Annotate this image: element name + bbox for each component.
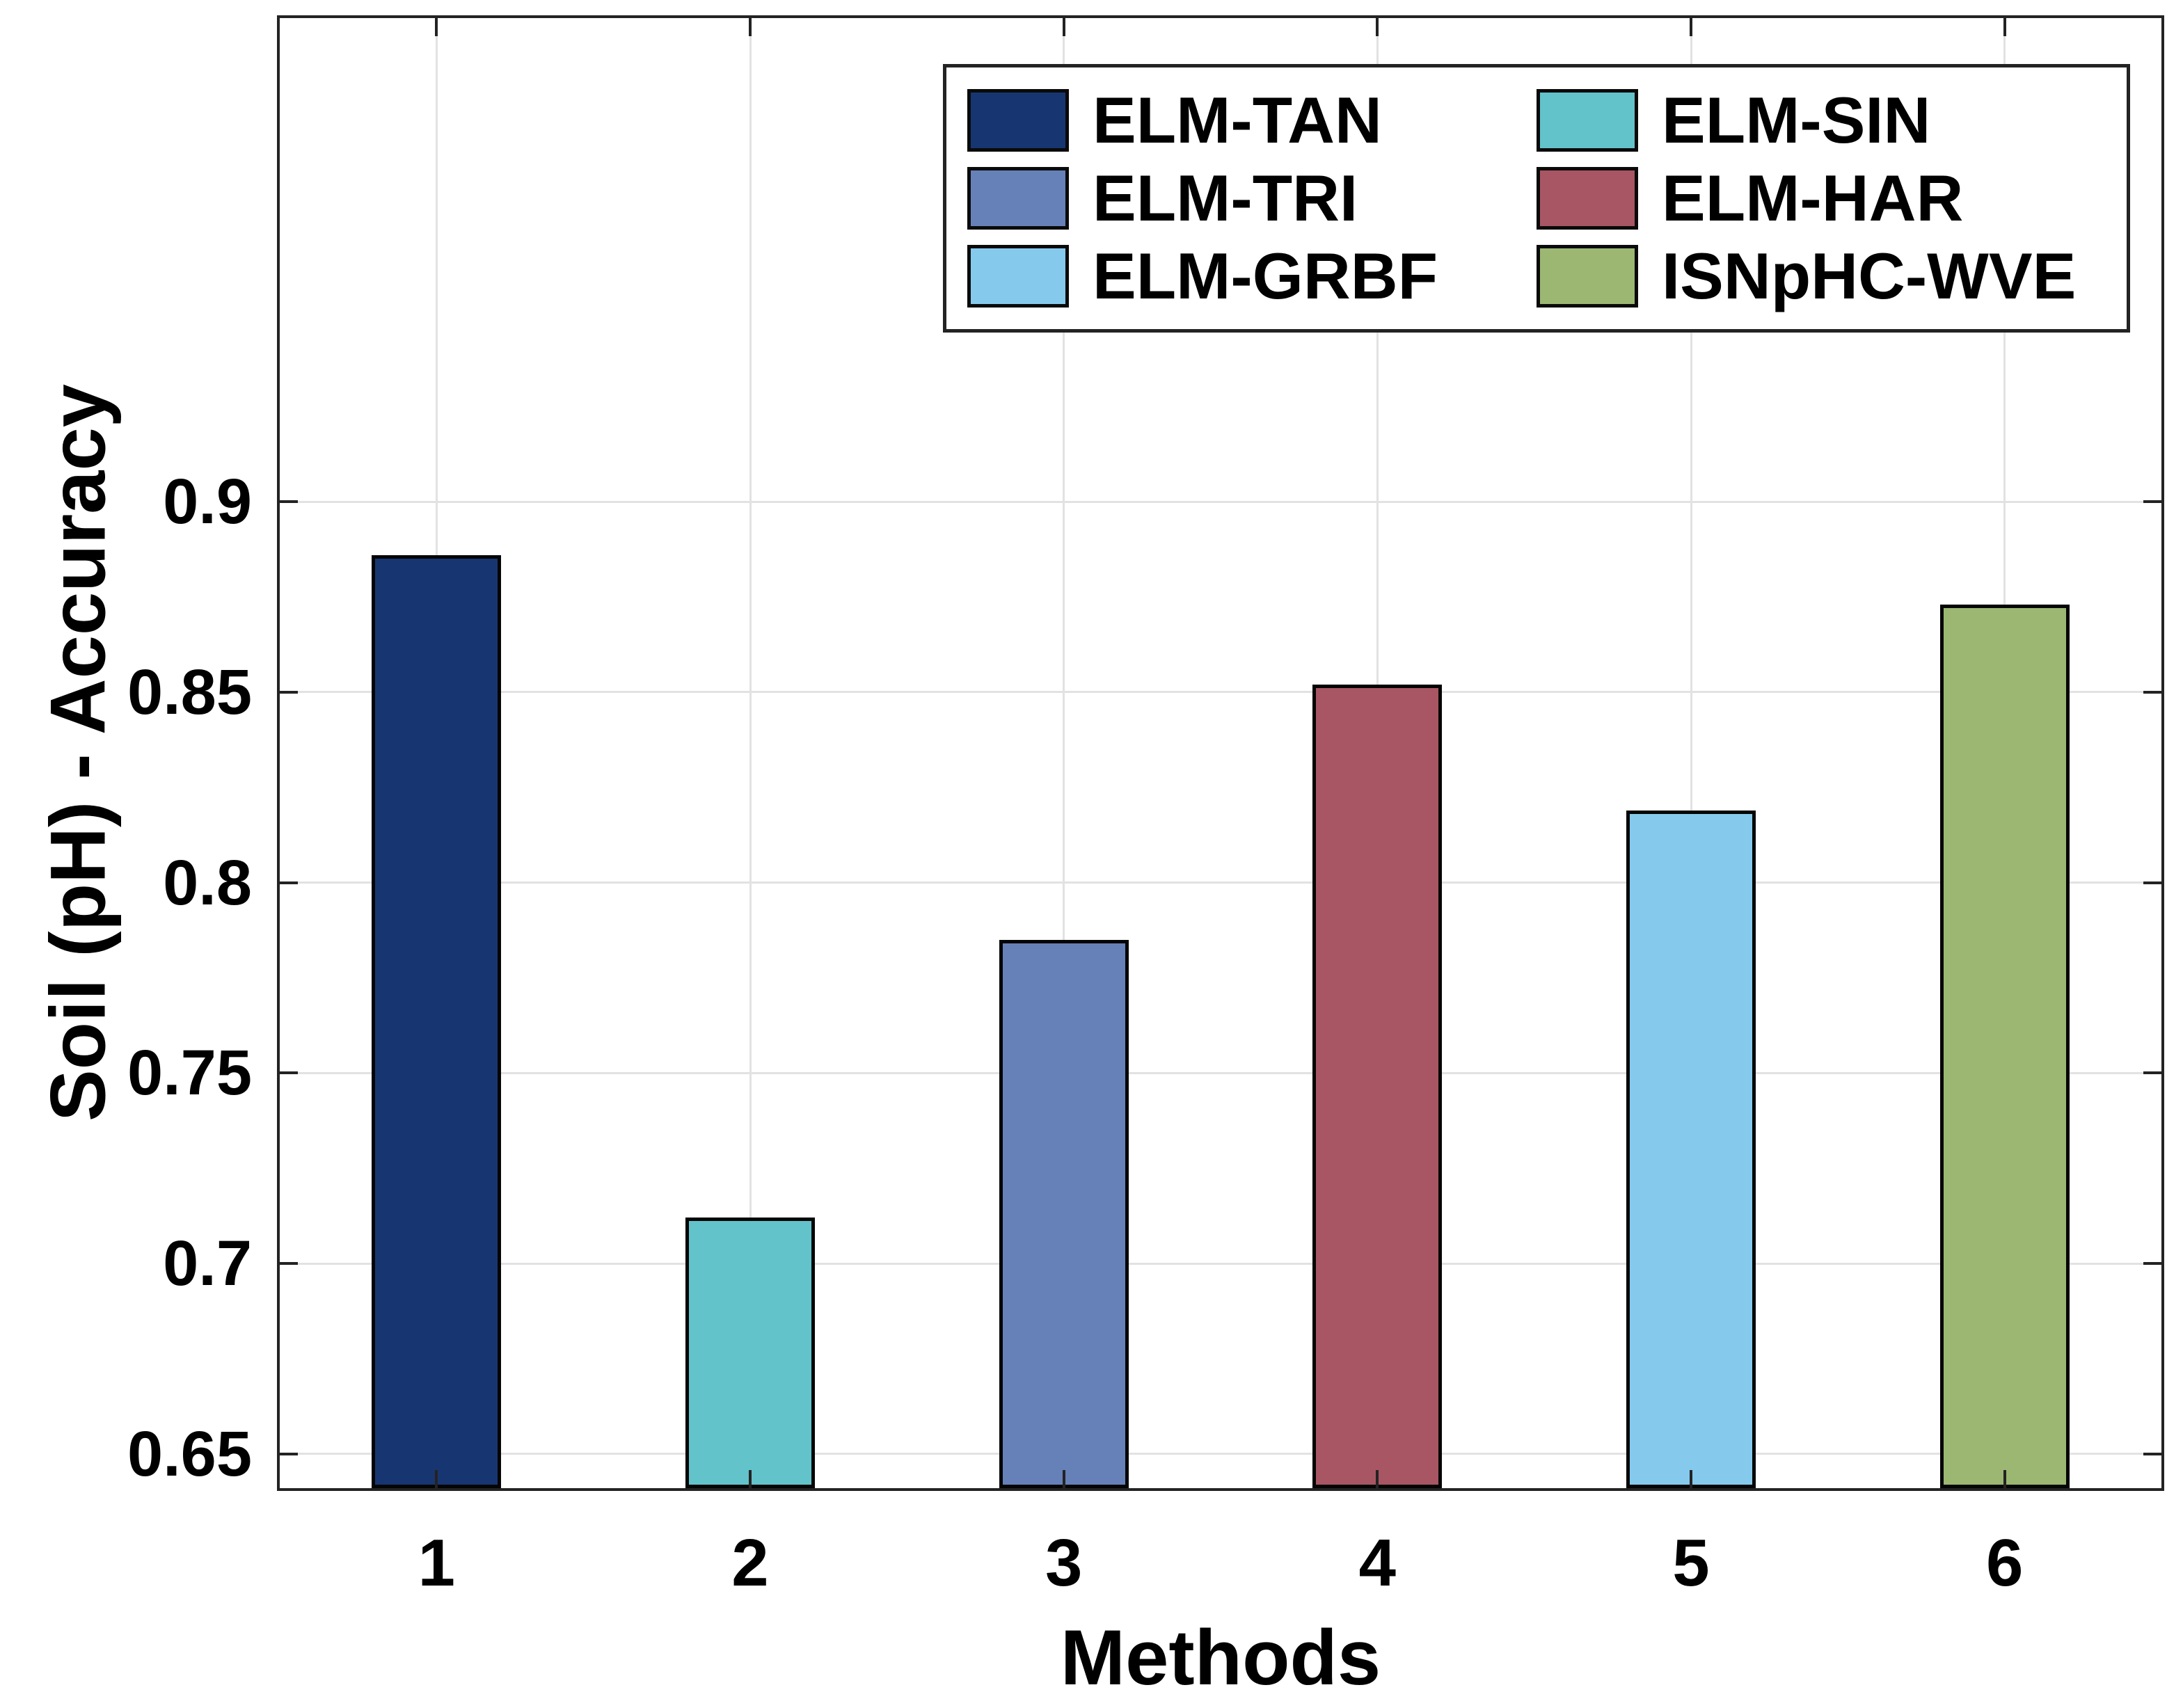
x-tick-bottom <box>2003 1470 2006 1488</box>
x-tick-label: 6 <box>1985 1526 2024 1600</box>
legend-swatch-ELM-SIN <box>1537 89 1638 152</box>
legend-item-ISNpHC-WVE: ISNpHC-WVE <box>1537 239 2106 314</box>
y-tick-left <box>280 690 298 694</box>
y-tick-left <box>280 1452 298 1455</box>
x-tick-label: 4 <box>1358 1526 1397 1600</box>
x-tick-top <box>2003 18 2006 36</box>
x-tick-label: 5 <box>1672 1526 1710 1600</box>
x-tick-bottom <box>1062 1470 1065 1488</box>
legend-label: ELM-SIN <box>1662 83 1931 157</box>
bar-ELM-TRI <box>999 939 1129 1488</box>
x-gridline <box>1063 18 1065 1488</box>
y-gridline <box>280 1453 2161 1455</box>
legend-label: ISNpHC-WVE <box>1662 239 2077 312</box>
x-axis-label: Methods <box>1060 1614 1381 1701</box>
x-gridline <box>1690 18 1692 1488</box>
y-tick-label: 0.8 <box>163 847 252 918</box>
x-tick-top <box>1376 18 1379 36</box>
y-gridline <box>280 881 2161 884</box>
bar-ELM-GRBF <box>1626 810 1756 1488</box>
x-tick-bottom <box>1690 1470 1692 1488</box>
legend-swatch-ELM-TRI <box>967 167 1069 230</box>
x-gridline <box>749 18 752 1488</box>
legend-swatch-ISNpHC-WVE <box>1537 245 1638 308</box>
x-tick-bottom <box>435 1470 438 1488</box>
y-tick-right <box>2143 690 2161 694</box>
y-tick-right <box>2143 1452 2161 1455</box>
legend-item-ELM-TAN: ELM-TAN <box>967 83 1537 158</box>
legend-swatch-ELM-TAN <box>967 89 1069 152</box>
y-tick-left <box>280 1262 298 1266</box>
y-gridline <box>280 500 2161 503</box>
y-tick-left <box>280 881 298 884</box>
bar-ELM-HAR <box>1312 684 1443 1488</box>
y-tick-left <box>280 1071 298 1075</box>
x-tick-bottom <box>749 1470 752 1488</box>
x-tick-bottom <box>1376 1470 1379 1488</box>
x-tick-top <box>749 18 752 36</box>
y-gridline <box>280 691 2161 694</box>
legend-item-ELM-GRBF: ELM-GRBF <box>967 239 1537 314</box>
legend: ELM-TAN ELM-TRI ELM-GRBF ELM-SIN ELM-HAR ISNp… <box>943 64 2130 333</box>
legend-label: ELM-TRI <box>1093 161 1358 234</box>
legend-swatch-ELM-HAR <box>1537 167 1638 230</box>
y-tick-label: 0.85 <box>127 656 252 728</box>
y-tick-label: 0.7 <box>163 1228 252 1300</box>
bar-ELM-TAN <box>372 554 502 1488</box>
legend-label: ELM-GRBF <box>1093 239 1438 312</box>
y-tick-right <box>2143 1262 2161 1266</box>
y-axis-label: Soil (pH) - Accuracy <box>34 383 122 1122</box>
legend-item-ELM-HAR: ELM-HAR <box>1537 161 2106 236</box>
y-tick-label: 0.75 <box>127 1037 252 1109</box>
legend-swatch-ELM-GRBF <box>967 245 1069 308</box>
y-gridline <box>280 1262 2161 1265</box>
y-gridline <box>280 1071 2161 1074</box>
y-tick-right <box>2143 1071 2161 1075</box>
y-tick-right <box>2143 881 2161 884</box>
bar-ISNpHC-WVE <box>1939 605 2070 1488</box>
y-tick-left <box>280 500 298 504</box>
x-tick-label: 3 <box>1045 1526 1083 1600</box>
y-tick-label: 0.9 <box>163 466 252 538</box>
x-tick-label: 1 <box>418 1526 456 1600</box>
bar-ELM-SIN <box>685 1218 815 1488</box>
legend-item-ELM-SIN: ELM-SIN <box>1537 83 2106 158</box>
plot-area <box>277 15 2164 1491</box>
x-tick-top <box>435 18 438 36</box>
legend-label: ELM-TAN <box>1093 83 1382 157</box>
y-tick-label: 0.65 <box>127 1418 252 1490</box>
x-tick-top <box>1062 18 1065 36</box>
legend-item-ELM-TRI: ELM-TRI <box>967 161 1537 236</box>
x-tick-top <box>1690 18 1692 36</box>
legend-label: ELM-HAR <box>1662 161 1964 234</box>
x-tick-label: 2 <box>731 1526 769 1600</box>
y-tick-right <box>2143 500 2161 504</box>
